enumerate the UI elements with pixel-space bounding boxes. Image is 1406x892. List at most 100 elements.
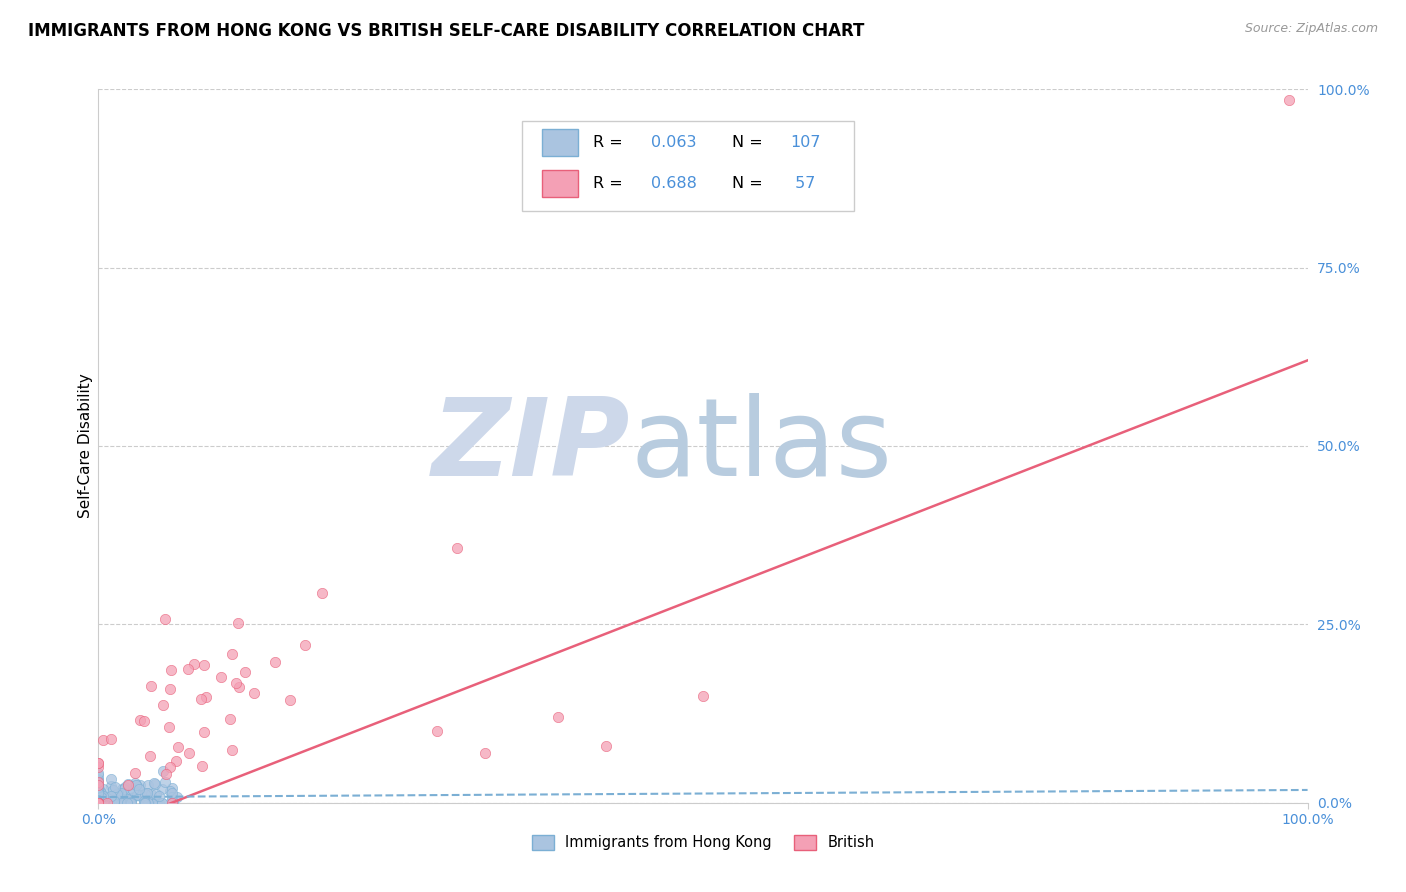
Point (132, 794, 155, 808)
Point (139, 796, 162, 810)
Text: R =: R = (593, 176, 628, 191)
Text: Source: ZipAtlas.com: Source: ZipAtlas.com (1244, 22, 1378, 36)
Point (90, 796, 112, 810)
Point (143, 776, 166, 790)
Point (124, 776, 146, 790)
Point (167, 739, 190, 754)
Point (87, 796, 110, 810)
Point (225, 675, 247, 690)
Bar (543, 129, 578, 156)
Point (153, 612, 176, 626)
Point (90, 790, 112, 805)
Point (87, 796, 110, 810)
Point (103, 795, 125, 809)
Point (107, 786, 129, 800)
Point (547, 710, 569, 724)
Point (110, 786, 132, 800)
Point (146, 796, 169, 810)
Point (100, 731, 122, 746)
Text: N =: N = (733, 176, 768, 191)
Point (294, 639, 316, 653)
Point (87, 796, 110, 810)
Point (193, 658, 215, 673)
Point (228, 615, 250, 630)
Point (125, 788, 148, 802)
Point (141, 679, 163, 693)
Point (94, 792, 117, 806)
Point (160, 793, 183, 807)
Point (87, 796, 110, 810)
Point (152, 764, 174, 778)
Point (159, 760, 181, 774)
Text: 57: 57 (790, 176, 815, 191)
Text: IMMIGRANTS FROM HONG KONG VS BRITISH SELF-CARE DISABILITY CORRELATION CHART: IMMIGRANTS FROM HONG KONG VS BRITISH SEL… (28, 22, 865, 40)
Point (120, 796, 142, 810)
Point (145, 787, 167, 801)
Point (117, 796, 139, 810)
Point (159, 682, 181, 697)
Point (87, 784, 110, 798)
Point (150, 796, 173, 810)
Point (87, 781, 110, 796)
Point (148, 789, 170, 804)
Text: N =: N = (733, 135, 768, 150)
Legend: Immigrants from Hong Kong, British: Immigrants from Hong Kong, British (526, 829, 880, 856)
Point (311, 586, 333, 600)
Point (96, 796, 118, 810)
Point (100, 779, 122, 793)
Point (141, 796, 163, 810)
Point (157, 720, 180, 734)
Point (190, 692, 212, 706)
Point (243, 686, 266, 700)
Point (89, 783, 111, 797)
Point (221, 647, 243, 661)
Point (134, 787, 156, 801)
Point (191, 759, 214, 773)
Point (112, 796, 135, 810)
Text: 0.688: 0.688 (651, 176, 697, 191)
Point (87, 782, 110, 797)
Point (114, 780, 136, 795)
Point (278, 692, 301, 706)
Point (177, 662, 200, 676)
Point (93, 782, 115, 797)
Point (426, 724, 449, 739)
Point (162, 780, 184, 795)
Point (87, 774, 110, 789)
Point (101, 783, 124, 797)
Point (132, 714, 155, 728)
Point (125, 778, 148, 792)
Point (87, 796, 110, 810)
Point (87, 782, 110, 797)
Point (117, 778, 139, 792)
Bar (543, 170, 578, 197)
Point (103, 796, 125, 810)
Point (134, 796, 156, 810)
Point (87, 778, 110, 792)
Point (115, 793, 138, 807)
Point (87, 772, 110, 786)
Point (87, 796, 110, 810)
Text: 0.063: 0.063 (651, 135, 696, 150)
Point (112, 796, 135, 810)
Point (87, 796, 110, 810)
Point (143, 777, 166, 791)
Point (87, 786, 110, 800)
Point (87, 765, 110, 780)
Point (183, 657, 205, 671)
Point (87, 796, 110, 810)
Point (87, 796, 110, 810)
Point (595, 739, 617, 753)
Point (100, 790, 122, 805)
Point (87, 793, 110, 807)
Point (120, 795, 142, 809)
Point (90, 786, 112, 800)
Point (87, 793, 110, 807)
Text: atlas: atlas (630, 393, 893, 499)
Point (135, 786, 157, 800)
Point (160, 796, 183, 810)
Point (194, 690, 217, 705)
Point (134, 796, 156, 810)
Point (162, 795, 184, 809)
Point (87, 796, 110, 810)
